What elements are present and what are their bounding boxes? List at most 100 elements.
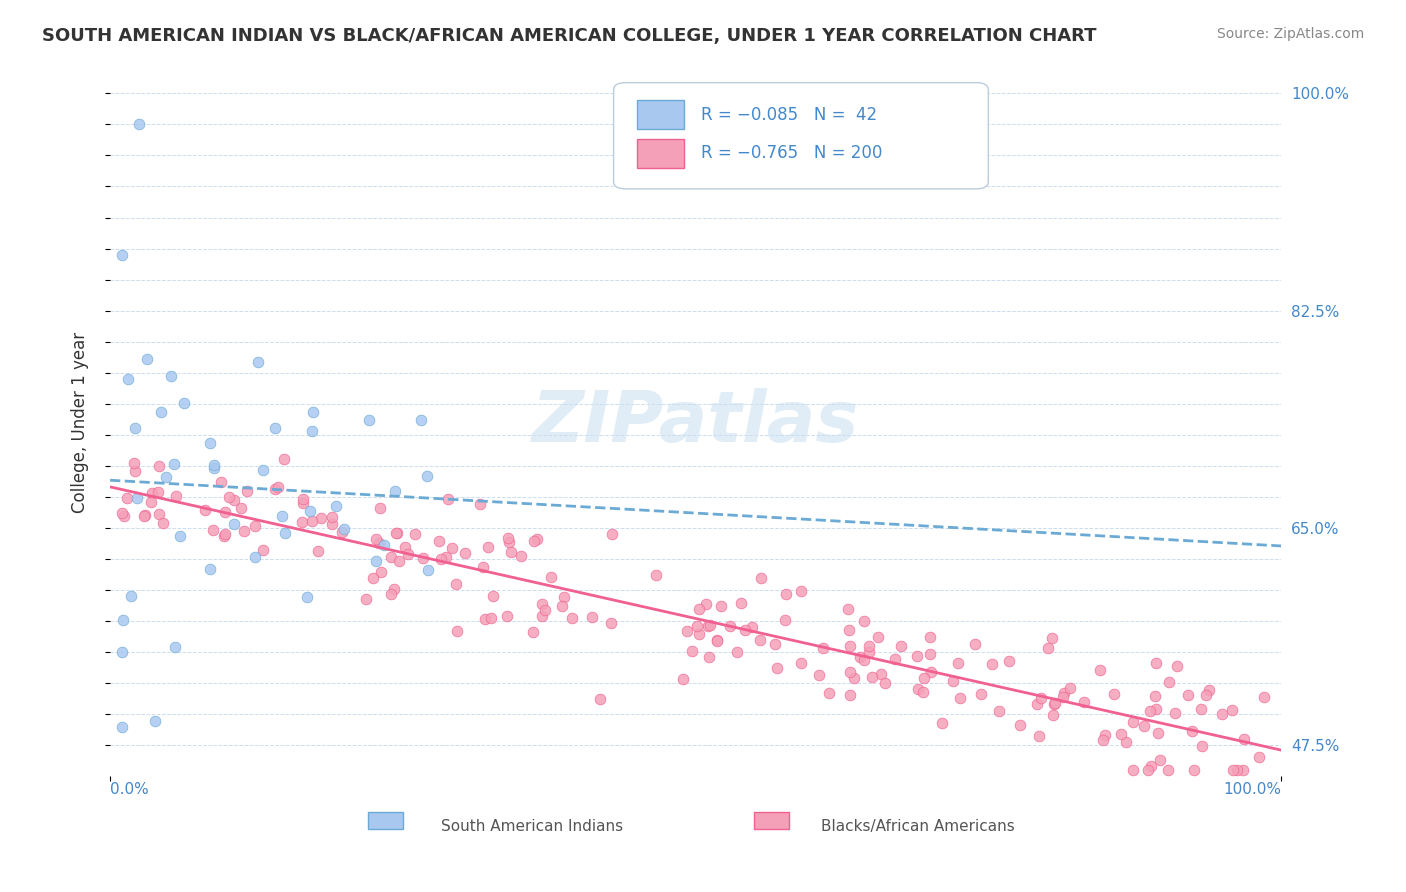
Point — [884, 652, 907, 666]
Point — [292, 492, 315, 507]
Point — [842, 671, 865, 685]
Point — [1181, 724, 1204, 739]
Point — [1052, 690, 1074, 704]
Point — [1042, 707, 1064, 722]
Point — [333, 522, 356, 536]
Point — [148, 508, 170, 522]
Point — [1008, 717, 1031, 731]
Text: R = −0.085   N =  42: R = −0.085 N = 42 — [702, 105, 877, 123]
Point — [1094, 728, 1116, 742]
Point — [600, 616, 623, 631]
Point — [236, 484, 259, 499]
Point — [446, 624, 468, 639]
Point — [366, 554, 388, 568]
Point — [202, 461, 225, 475]
Point — [1122, 763, 1144, 777]
Point — [163, 457, 186, 471]
Point — [1195, 688, 1218, 702]
Point — [1191, 739, 1213, 753]
Point — [695, 597, 717, 611]
Point — [120, 589, 142, 603]
Point — [477, 541, 499, 555]
Point — [765, 661, 787, 675]
Point — [354, 591, 377, 606]
Point — [194, 503, 217, 517]
Point — [301, 514, 323, 528]
Point — [775, 587, 797, 601]
Point — [146, 484, 169, 499]
Point — [243, 550, 266, 565]
Point — [790, 584, 813, 599]
Point — [1139, 759, 1161, 773]
Point — [111, 506, 134, 520]
Point — [321, 516, 343, 531]
Point — [681, 644, 703, 658]
Point — [152, 516, 174, 530]
Point — [534, 603, 557, 617]
Point — [416, 469, 439, 483]
Point — [270, 508, 292, 523]
Point — [946, 656, 969, 670]
Point — [309, 511, 332, 525]
FancyBboxPatch shape — [368, 812, 404, 830]
FancyBboxPatch shape — [613, 83, 988, 189]
Point — [357, 412, 380, 426]
Point — [1232, 763, 1254, 777]
Point — [718, 619, 741, 633]
Point — [218, 490, 240, 504]
Point — [111, 719, 134, 733]
FancyBboxPatch shape — [754, 812, 789, 830]
Text: Blacks/African Americans: Blacks/African Americans — [821, 819, 1015, 834]
Point — [274, 526, 297, 541]
Point — [551, 599, 574, 614]
Point — [141, 495, 163, 509]
Point — [212, 529, 235, 543]
Point — [301, 424, 323, 438]
Point — [214, 505, 236, 519]
Point — [434, 549, 457, 564]
Point — [920, 665, 942, 679]
Point — [472, 559, 495, 574]
Point — [173, 395, 195, 409]
Point — [949, 691, 972, 706]
Point — [501, 545, 523, 559]
Point — [264, 482, 287, 496]
Point — [688, 602, 710, 616]
Point — [942, 673, 965, 688]
Point — [482, 589, 505, 603]
Point — [111, 613, 134, 627]
Point — [169, 529, 191, 543]
Point — [1198, 683, 1220, 698]
Point — [128, 117, 150, 131]
Point — [531, 609, 554, 624]
Point — [1133, 719, 1156, 733]
Point — [1073, 695, 1095, 709]
Point — [838, 688, 860, 702]
Text: R = −0.765   N = 200: R = −0.765 N = 200 — [702, 145, 883, 162]
Point — [911, 685, 934, 699]
Point — [522, 625, 544, 640]
Point — [437, 492, 460, 507]
Point — [148, 458, 170, 473]
Point — [1143, 689, 1166, 703]
Point — [1144, 702, 1167, 716]
Point — [125, 491, 148, 506]
Point — [1247, 750, 1270, 764]
Point — [136, 351, 159, 366]
Point — [232, 524, 254, 538]
Point — [394, 541, 416, 555]
Point — [122, 456, 145, 470]
Point — [202, 458, 225, 472]
Point — [446, 576, 468, 591]
Point — [706, 633, 728, 648]
Point — [730, 596, 752, 610]
Point — [1163, 706, 1185, 721]
Point — [1091, 732, 1114, 747]
Point — [970, 687, 993, 701]
Point — [496, 531, 519, 545]
Point — [222, 493, 245, 508]
Point — [498, 534, 520, 549]
Point — [474, 612, 496, 626]
Point — [763, 637, 786, 651]
Point — [912, 671, 935, 685]
